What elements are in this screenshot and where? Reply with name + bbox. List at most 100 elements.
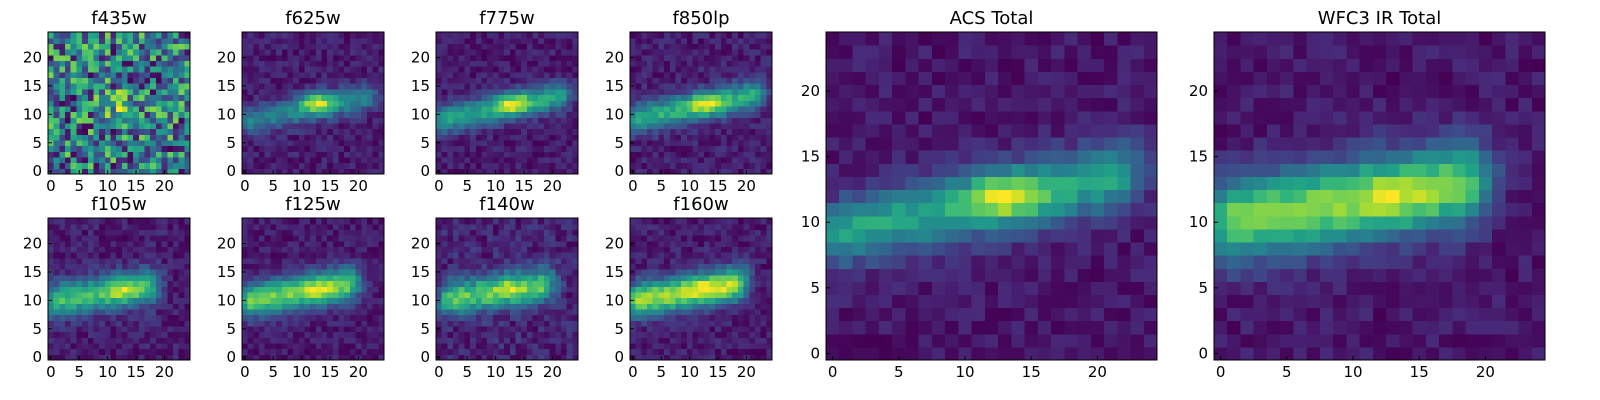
heatmap-cell: [630, 348, 637, 355]
heatmap-cell: [287, 354, 294, 361]
heatmap-cell: [726, 60, 733, 67]
heatmap-cell: [458, 325, 465, 333]
heatmap-cell: [48, 105, 55, 113]
heatmap-cell: [332, 60, 340, 67]
heatmap-cell: [555, 54, 562, 61]
heatmap-cell: [675, 257, 682, 265]
heatmap-cell: [720, 303, 728, 310]
heatmap-cell: [270, 117, 277, 124]
heatmap-cell: [99, 66, 106, 73]
heatmap-cell: [447, 348, 454, 355]
heatmap-cell: [560, 280, 568, 287]
heatmap-cell: [754, 66, 762, 73]
heatmap-cell: [310, 77, 317, 84]
heatmap-cell: [138, 252, 146, 259]
heatmap-cell: [664, 117, 671, 124]
heatmap-cell: [184, 66, 191, 73]
heatmap-cell: [669, 49, 677, 56]
heatmap-cell: [475, 66, 483, 73]
y-tick-label: 15: [23, 77, 42, 95]
heatmap-cell: [87, 297, 95, 304]
heatmap-cell: [635, 348, 642, 355]
heatmap-cell: [464, 66, 471, 73]
heatmap-cell: [692, 111, 699, 118]
heatmap-cell: [293, 71, 300, 79]
heatmap-cell: [692, 331, 699, 338]
heatmap-cell: [293, 162, 300, 169]
heatmap-cell: [436, 286, 443, 293]
heatmap-cell: [703, 139, 711, 147]
heatmap-cell: [658, 100, 665, 107]
heatmap-cell: [703, 43, 711, 50]
heatmap-cell: [70, 49, 77, 56]
heatmap-cell: [658, 308, 665, 316]
heatmap-cell: [504, 139, 511, 147]
heatmap-cell: [59, 77, 66, 84]
heatmap-cell: [378, 297, 385, 304]
heatmap-cell: [150, 49, 157, 56]
heatmap-cell: [259, 291, 266, 299]
axes-frame: [47, 31, 191, 175]
heatmap-cell: [99, 280, 106, 287]
heatmap-cell: [150, 43, 157, 50]
heatmap-cell: [310, 269, 317, 276]
heatmap-cell: [184, 60, 191, 67]
heatmap-cell: [492, 246, 500, 253]
heatmap-cell: [144, 139, 151, 147]
heatmap-cell: [566, 314, 573, 321]
heatmap-cell: [366, 286, 374, 293]
heatmap-cells: [242, 32, 385, 175]
heatmap-cell: [504, 280, 511, 287]
heatmap-cell: [675, 308, 682, 316]
heatmap-cell: [259, 337, 266, 344]
heatmap-cell: [715, 66, 722, 73]
heatmap-cell: [310, 218, 317, 225]
heatmap-cell: [487, 257, 494, 265]
heatmap-cell: [726, 139, 733, 147]
heatmap-cell: [65, 105, 72, 113]
heatmap-cell: [172, 71, 180, 79]
heatmap-cell: [344, 162, 351, 169]
heatmap-cell: [276, 218, 283, 225]
heatmap-cell: [475, 37, 483, 44]
heatmap-cell: [720, 117, 728, 124]
heatmap-cell: [87, 128, 95, 135]
heatmap-cell: [242, 43, 249, 50]
heatmap-cell: [720, 269, 728, 276]
heatmap-cell: [372, 54, 379, 61]
heatmap-cell: [304, 331, 311, 338]
heatmap-cell: [104, 105, 112, 113]
heatmap-cell: [247, 117, 254, 124]
heatmap-cell: [310, 134, 317, 141]
heatmap-cell: [720, 71, 728, 79]
heatmap-cell: [332, 77, 340, 84]
heatmap-cell: [669, 100, 677, 107]
heatmap-cell: [287, 122, 294, 130]
heatmap-cell: [526, 105, 534, 113]
heatmap-cell: [441, 49, 448, 56]
heatmap-cell: [543, 117, 551, 124]
heatmap-cell: [737, 314, 745, 321]
heatmap-cell: [133, 331, 140, 338]
heatmap-cell: [647, 252, 654, 259]
heatmap-cell: [110, 71, 117, 79]
heatmap-cell: [344, 218, 351, 225]
heatmap-cell: [70, 348, 77, 355]
heatmap-cell: [492, 348, 500, 355]
heatmap-cell: [743, 105, 750, 113]
heatmap-cell: [532, 286, 539, 293]
heatmap-cell: [93, 88, 100, 96]
heatmap-cell: [150, 331, 157, 338]
heatmap-cell: [481, 111, 488, 118]
heatmap-cell: [59, 105, 66, 113]
heatmap-cell: [281, 354, 289, 361]
heatmap-cell: [293, 145, 300, 152]
heatmap-cell: [572, 286, 579, 293]
heatmap-cell: [332, 218, 340, 225]
heatmap-cell: [475, 60, 483, 67]
heatmap-cell: [464, 32, 471, 39]
heatmap-cell: [464, 122, 471, 130]
heatmap-cell: [470, 156, 477, 164]
heatmap-cell: [669, 145, 677, 152]
